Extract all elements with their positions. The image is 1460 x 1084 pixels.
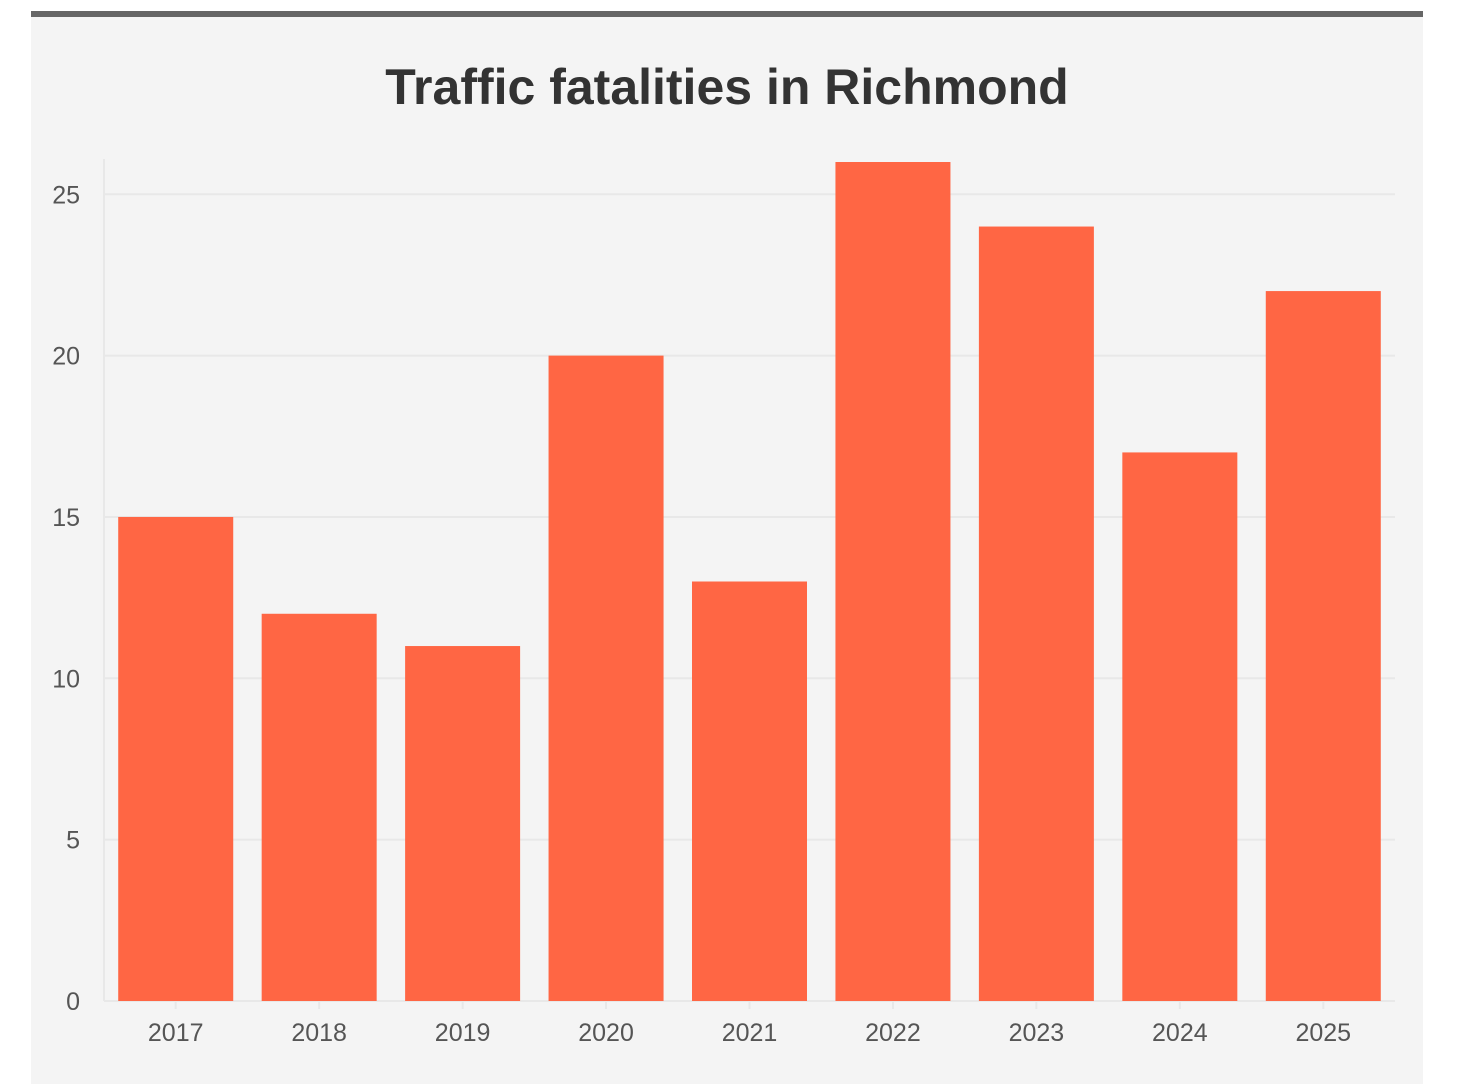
bar-2024 [1122,452,1238,1001]
x-tick-label: 2024 [1152,1019,1208,1047]
x-tick-label: 2017 [148,1019,204,1047]
x-tick-label: 2019 [435,1019,491,1047]
chart-card: Traffic fatalities in Richmond 0 5 10 15 20 2… [31,11,1423,1084]
bars [118,162,1381,1002]
bar-2022 [835,162,951,1001]
bar-2018 [261,613,377,1001]
bar-2025 [1265,291,1381,1002]
x-tick-label: 2025 [1295,1019,1351,1047]
x-tick-label: 2018 [291,1019,347,1047]
y-tick-label: 20 [52,343,80,371]
y-tick-label: 0 [66,988,80,1016]
bar-2023 [978,226,1094,1002]
y-tick-label: 5 [66,827,80,855]
x-axis-ticks: 2017 2018 2019 2020 2021 2022 2023 2024 2025 [148,1001,1351,1047]
x-tick-label: 2021 [722,1019,778,1047]
y-tick-label: 15 [52,504,80,532]
bar-2020 [548,355,664,1002]
bar-2017 [118,516,234,1001]
bar-2019 [405,646,521,1001]
x-tick-label: 2020 [578,1019,634,1047]
x-tick-label: 2022 [865,1019,921,1047]
y-tick-label: 25 [52,181,80,209]
top-rule [31,11,1423,17]
y-axis-ticks: 0 5 10 15 20 25 [52,181,80,1016]
bar-2021 [692,581,807,1001]
chart-title: Traffic fatalities in Richmond [385,59,1069,115]
x-tick-label: 2023 [1009,1019,1065,1047]
y-tick-label: 10 [52,665,80,693]
